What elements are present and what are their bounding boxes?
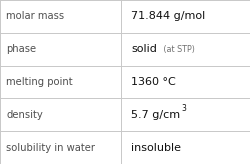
Text: molar mass: molar mass — [6, 11, 64, 21]
Text: 1360 °C: 1360 °C — [131, 77, 176, 87]
Text: 71.844 g/mol: 71.844 g/mol — [131, 11, 206, 21]
Text: phase: phase — [6, 44, 36, 54]
Text: (at STP): (at STP) — [161, 45, 195, 54]
Text: 3: 3 — [182, 104, 186, 113]
Text: insoluble: insoluble — [131, 143, 181, 153]
Text: density: density — [6, 110, 43, 120]
Text: solubility in water: solubility in water — [6, 143, 95, 153]
Text: melting point: melting point — [6, 77, 73, 87]
Text: solid: solid — [131, 44, 157, 54]
Text: 5.7 g/cm: 5.7 g/cm — [131, 110, 180, 120]
